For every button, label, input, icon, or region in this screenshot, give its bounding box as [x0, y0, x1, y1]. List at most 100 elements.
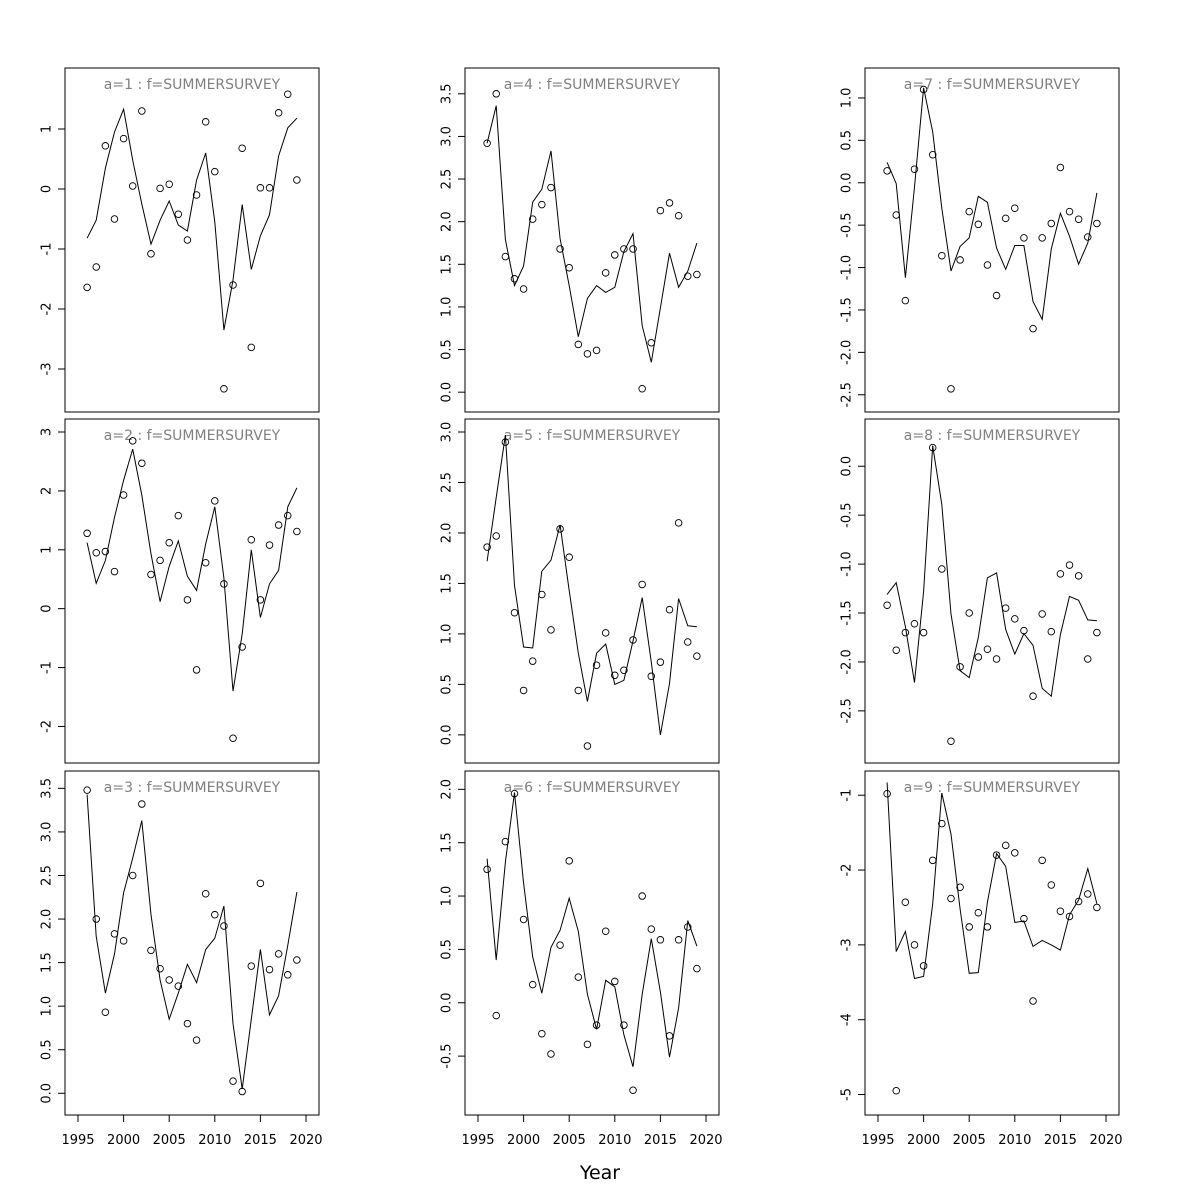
- observed-point: [238, 643, 246, 651]
- observed-point: [574, 340, 583, 349]
- observed-point: [1056, 163, 1065, 172]
- observed-point: [265, 965, 274, 974]
- y-tick-label: -5: [840, 1088, 855, 1101]
- observed-point: [919, 85, 928, 94]
- x-tick-label: 2020: [289, 1133, 322, 1148]
- observed-point: [892, 1087, 900, 1095]
- observed-point: [183, 236, 192, 244]
- y-tick-label: 1.0: [440, 297, 455, 318]
- observed-point: [647, 672, 656, 681]
- observed-point: [528, 980, 537, 989]
- observed-point: [583, 742, 592, 750]
- observed-point: [910, 165, 919, 173]
- observed-point: [519, 285, 528, 293]
- observed-point: [656, 936, 665, 944]
- observed-point: [1084, 890, 1092, 898]
- observed-point: [211, 497, 219, 505]
- observed-point: [1011, 204, 1019, 212]
- y-tick-label: 2.0: [440, 779, 455, 800]
- fitted-line: [486, 105, 698, 363]
- observed-point: [956, 256, 964, 264]
- observed-point: [684, 923, 692, 931]
- observed-point: [1047, 881, 1056, 889]
- observed-point: [211, 167, 219, 176]
- observed-point: [528, 657, 537, 665]
- y-tick-label: 0.0: [840, 456, 855, 477]
- observed-point: [992, 851, 1001, 859]
- observed-point: [901, 628, 910, 637]
- y-tick-label: 2: [40, 487, 55, 495]
- panel-7: a=7 : f=SUMMERSURVEY -2.5 -2.0 -1.5 -1.0 -0.5…: [840, 67, 1120, 413]
- observed-point: [192, 666, 201, 674]
- observed-point: [1020, 234, 1028, 242]
- observed-point: [183, 1019, 192, 1028]
- observed-point: [220, 385, 228, 393]
- y-tick-label: -0.5: [440, 1043, 455, 1068]
- observed-point: [256, 184, 265, 192]
- panel-frame: [464, 770, 720, 1116]
- y-tick-label: 0.5: [840, 130, 855, 151]
- observed-point: [674, 936, 683, 944]
- observed-point: [665, 199, 674, 207]
- x-tick-label: 2000: [107, 1133, 140, 1148]
- y-tick-label: 1: [40, 546, 55, 554]
- panel-frame: [864, 67, 1120, 413]
- observed-point: [938, 819, 946, 828]
- observed-point: [910, 620, 919, 628]
- observed-point: [1065, 561, 1074, 569]
- y-tick-label: 0.5: [40, 1039, 55, 1060]
- observed-point: [201, 890, 210, 898]
- x-tick-label: 2020: [689, 1133, 722, 1148]
- observed-point: [647, 338, 656, 347]
- observed-point: [83, 786, 91, 794]
- observed-point: [629, 636, 637, 644]
- observed-point: [128, 437, 137, 445]
- observed-point: [1038, 856, 1046, 865]
- x-tick-label: 2005: [153, 1133, 186, 1148]
- panel-2: a=2 : f=SUMMERSURVEY -2 -1 0 1 2 3: [40, 418, 320, 764]
- observed-point: [92, 263, 100, 271]
- observed-point: [665, 605, 674, 614]
- y-tick-label: -1.0: [840, 255, 855, 280]
- y-tick-label: 0: [40, 185, 55, 193]
- observed-point: [1056, 570, 1065, 578]
- observed-point: [538, 590, 546, 599]
- y-tick-label: -1: [40, 243, 55, 256]
- x-tick-label: 1995: [861, 1133, 894, 1148]
- observed-point: [919, 962, 928, 970]
- observed-point: [510, 608, 519, 617]
- y-tick-label: 2.0: [40, 909, 55, 930]
- observed-point: [138, 800, 146, 808]
- y-tick-label: 1.0: [440, 886, 455, 907]
- observed-point: [992, 655, 1001, 663]
- observed-point: [501, 252, 510, 261]
- y-tick-label: 0.5: [440, 674, 455, 695]
- observed-point: [656, 206, 665, 215]
- observed-point: [1020, 914, 1028, 923]
- observed-point: [101, 1008, 110, 1017]
- observed-point: [1074, 897, 1083, 906]
- observed-point: [638, 580, 646, 589]
- panel-title: a=5 : f=SUMMERSURVEY: [504, 428, 681, 444]
- y-tick-label: 1.0: [840, 88, 855, 109]
- observed-point: [519, 915, 528, 924]
- panel-frame: [64, 770, 320, 1116]
- y-tick-label: -4: [840, 1013, 855, 1026]
- observed-point: [492, 90, 500, 98]
- y-tick-label: 0.0: [440, 992, 455, 1013]
- observed-point: [883, 167, 891, 175]
- observed-point: [693, 652, 701, 660]
- y-tick-label: 2.0: [440, 211, 455, 232]
- observed-point: [928, 856, 937, 865]
- panel-title: a=3 : f=SUMMERSURVEY: [104, 780, 281, 796]
- observed-point: [629, 1086, 637, 1095]
- observed-point: [1001, 604, 1010, 612]
- observed-point: [901, 898, 910, 906]
- observed-point: [284, 90, 292, 98]
- y-tick-label: 3.0: [40, 822, 55, 843]
- observed-point: [128, 182, 137, 190]
- observed-point: [883, 601, 891, 609]
- observed-point: [156, 184, 164, 193]
- observed-point: [983, 923, 992, 931]
